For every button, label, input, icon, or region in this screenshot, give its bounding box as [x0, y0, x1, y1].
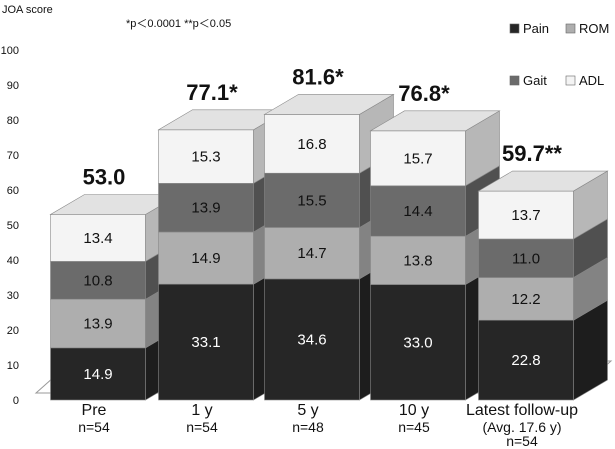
legend-label-gait: Gait: [523, 73, 547, 88]
legend-label-adl: ADL: [579, 73, 604, 88]
y-tick-label: 90: [7, 80, 19, 92]
segment-value-label: 33.1: [191, 334, 220, 351]
segment-value-label: 22.8: [511, 352, 540, 369]
category-sub-label: (Avg. 17.6 y): [482, 419, 561, 435]
bar-front: [158, 231, 254, 285]
y-tick-label: 20: [7, 325, 19, 337]
bar-front: [370, 284, 466, 401]
y-tick-label: 60: [7, 185, 19, 197]
legend-label-rom: ROM: [579, 21, 609, 36]
total-value-label: 59.7**: [502, 141, 562, 166]
segment-value-label: 15.3: [191, 149, 220, 166]
y-tick-label: 0: [13, 395, 19, 407]
y-tick-label: 30: [7, 290, 19, 302]
bar-front: [158, 129, 254, 184]
y-axis-title: JOA score: [2, 4, 53, 16]
bar-front: [478, 277, 574, 321]
segment-value-label: 13.8: [403, 252, 432, 269]
bar-segment-gait: [478, 218, 608, 279]
bar-segment-adl: [369, 110, 501, 187]
category-sub-label: n=54: [78, 419, 110, 435]
segment-value-label: 15.7: [403, 150, 432, 167]
segment-value-label: 16.8: [297, 136, 326, 153]
legend-label-pain: Pain: [523, 21, 549, 36]
bar-front: [264, 172, 360, 228]
bar-front: [158, 283, 254, 401]
category-sub-label: n=48: [292, 419, 324, 435]
bar-front: [370, 130, 466, 187]
bar-segment-pain: [478, 299, 608, 401]
legend-swatch-adl: [565, 75, 576, 86]
bar-segment-adl: [477, 170, 609, 240]
segment-value-label: 34.6: [297, 331, 326, 348]
y-axis: 0 10 20 30 40 50 60 70 80 90 100: [1, 45, 19, 407]
segment-value-label: 14.9: [83, 366, 112, 383]
segment-value-label: 11.0: [512, 250, 540, 267]
legend: Pain ROM Gait ADL: [509, 21, 609, 88]
category-sub-label: n=54: [506, 433, 538, 449]
y-tick-label: 10: [7, 360, 19, 372]
category-label: Pre: [82, 402, 107, 419]
bar-segment-pain: [264, 258, 394, 401]
segment-value-label: 13.7: [511, 207, 540, 224]
y-tick-label: 70: [7, 150, 19, 162]
bar-front: [50, 261, 146, 300]
segment-value-label: 14.7: [297, 245, 326, 262]
bar-front: [50, 214, 146, 262]
legend-swatch-pain: [509, 23, 520, 34]
segment-value-label: 10.8: [83, 272, 112, 289]
segment-value-label: 12.2: [511, 291, 540, 308]
total-value-label: 77.1*: [186, 80, 238, 105]
bar-front: [478, 319, 574, 401]
segment-value-label: 14.4: [403, 203, 432, 220]
segment-value-label: 13.9: [191, 200, 220, 217]
y-tick-label: 40: [7, 255, 19, 267]
bar-front: [370, 235, 466, 285]
bar-front: [264, 278, 360, 401]
category-sub-label: n=45: [398, 419, 430, 435]
labels-group: 14.913.910.813.453.0Pren=5433.114.913.91…: [78, 64, 578, 449]
category-label: 5 y: [297, 402, 318, 419]
segment-value-label: 15.5: [297, 192, 326, 209]
bar-top: [263, 94, 395, 115]
total-value-label: 53.0: [83, 165, 126, 190]
y-tick-label: 100: [1, 45, 19, 57]
y-tick-label: 50: [7, 220, 19, 232]
total-value-label: 81.6*: [292, 64, 344, 89]
category-label: Latest follow-up: [466, 402, 578, 419]
bar-front: [50, 347, 146, 401]
bar-front: [264, 114, 360, 174]
category-label: 10 y: [399, 402, 429, 419]
segment-value-label: 13.4: [83, 230, 112, 247]
category-sub-label: n=54: [186, 419, 218, 435]
bar-segment-rom: [478, 256, 608, 321]
total-value-label: 76.8*: [398, 81, 450, 106]
bar-front: [370, 185, 466, 237]
legend-swatch-rom: [565, 23, 576, 34]
y-tick-label: 80: [7, 115, 19, 127]
legend-swatch-gait: [509, 75, 520, 86]
bar-front: [264, 227, 360, 280]
significance-note: *p＜0.0001 **p＜0.05: [126, 18, 231, 30]
segment-value-label: 33.0: [403, 334, 432, 351]
segment-value-label: 14.9: [191, 250, 220, 267]
bar-top: [369, 110, 501, 132]
segment-value-label: 13.9: [83, 316, 112, 333]
bars-group: [49, 93, 609, 401]
bar-top: [477, 170, 609, 192]
category-label: 1 y: [191, 402, 212, 419]
